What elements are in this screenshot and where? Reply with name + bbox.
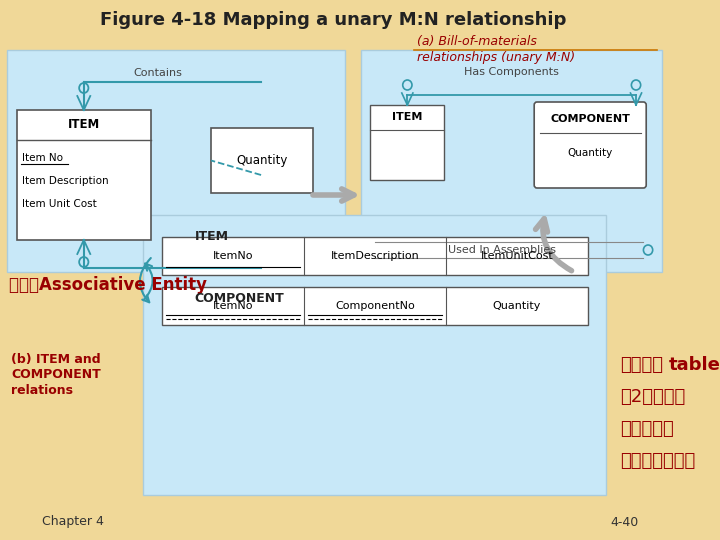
Text: 成為新的: 成為新的 (621, 356, 663, 374)
Text: 4-40: 4-40 (611, 516, 639, 529)
Text: ItemUnitCost: ItemUnitCost (480, 251, 553, 261)
Text: (a) Bill-of-materials: (a) Bill-of-materials (417, 36, 536, 49)
FancyBboxPatch shape (534, 102, 647, 188)
FancyBboxPatch shape (162, 237, 588, 275)
FancyBboxPatch shape (361, 50, 662, 272)
Text: Contains: Contains (133, 68, 182, 78)
FancyBboxPatch shape (162, 287, 588, 325)
FancyBboxPatch shape (211, 128, 313, 193)
Text: Chapter 4: Chapter 4 (42, 516, 104, 529)
FancyBboxPatch shape (17, 110, 151, 240)
Text: relationships (unary M:N): relationships (unary M:N) (417, 51, 575, 64)
Text: 先轉為Associative Entity: 先轉為Associative Entity (9, 276, 207, 294)
Text: Quantity: Quantity (492, 301, 541, 311)
FancyArrowPatch shape (140, 258, 150, 302)
FancyArrowPatch shape (143, 264, 153, 300)
Text: Used In Assemblies: Used In Assemblies (449, 245, 557, 255)
FancyArrowPatch shape (536, 219, 572, 271)
Text: 拿2邊的主鍵: 拿2邊的主鍵 (621, 388, 685, 406)
FancyBboxPatch shape (7, 50, 346, 272)
Text: Quantity: Quantity (236, 154, 288, 167)
FancyBboxPatch shape (143, 215, 606, 495)
Text: ItemNo: ItemNo (212, 251, 253, 261)
Text: Figure 4-18 Mapping a unary M:N relationship: Figure 4-18 Mapping a unary M:N relation… (100, 11, 567, 29)
Text: COMPONENT: COMPONENT (194, 292, 284, 305)
Text: ComponentNo: ComponentNo (335, 301, 415, 311)
Text: ITEM: ITEM (194, 231, 228, 244)
Text: Item No: Item No (22, 153, 63, 163)
Text: ItemDescription: ItemDescription (330, 251, 419, 261)
Text: Item Description: Item Description (22, 176, 109, 186)
FancyBboxPatch shape (370, 105, 444, 180)
Text: ItemNo: ItemNo (212, 301, 253, 311)
Text: Quantity: Quantity (567, 148, 613, 158)
Text: COMPONENT: COMPONENT (550, 114, 630, 124)
FancyArrowPatch shape (313, 189, 354, 201)
Text: ITEM: ITEM (68, 118, 100, 132)
Text: Item Unit Cost: Item Unit Cost (22, 199, 97, 209)
Text: table: table (668, 356, 720, 374)
Text: 來成為外鍵: 來成為外鍵 (621, 420, 674, 438)
Text: Has Components: Has Components (464, 67, 559, 77)
Text: ITEM: ITEM (392, 112, 423, 122)
Text: （取不同名字）: （取不同名字） (621, 452, 696, 470)
Text: (b) ITEM and
COMPONENT
relations: (b) ITEM and COMPONENT relations (11, 354, 101, 396)
